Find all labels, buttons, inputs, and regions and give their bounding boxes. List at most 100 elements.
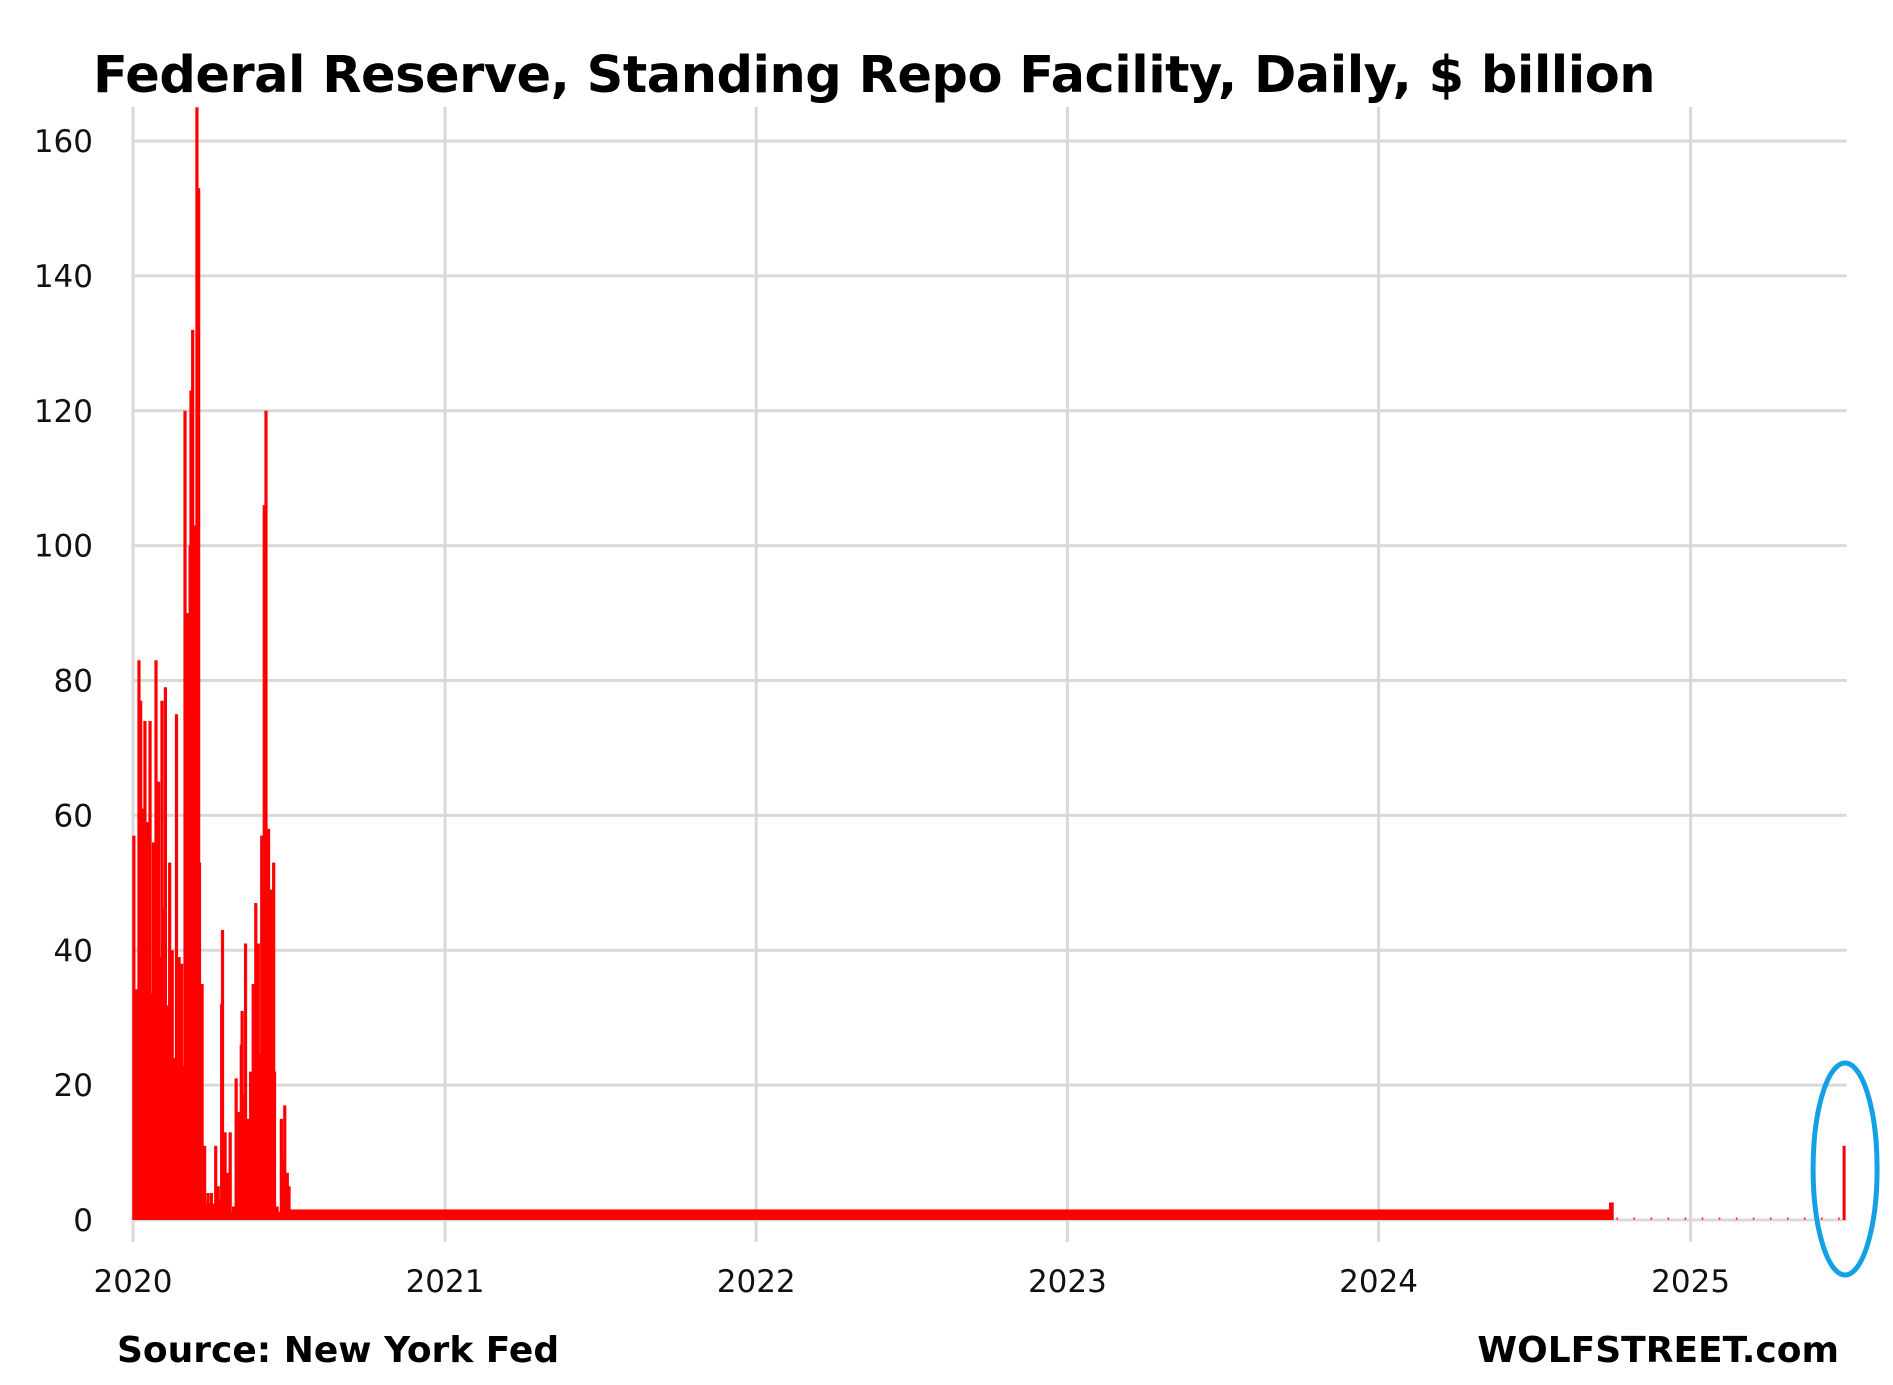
minor-bar <box>1752 1217 1755 1220</box>
minor-bar <box>1667 1217 1670 1220</box>
data-bar <box>147 981 151 1220</box>
data-bar <box>153 993 157 1220</box>
minor-bar <box>1821 1217 1823 1220</box>
data-bar <box>263 791 267 1220</box>
y-tick-label: 40 <box>54 933 93 969</box>
data-bar <box>231 1211 234 1220</box>
data-bar <box>194 803 198 1220</box>
data-bar <box>167 1005 171 1220</box>
y-tick-label: 80 <box>54 664 93 700</box>
data-bar <box>183 410 187 1220</box>
y-tick-label: 0 <box>73 1203 93 1239</box>
y-tick-label: 140 <box>34 259 93 295</box>
brand-watermark: WOLFSTREET.com <box>1477 1330 1839 1371</box>
data-bar <box>176 1062 180 1220</box>
data-bar <box>262 989 265 1220</box>
minor-bar <box>1735 1217 1738 1220</box>
data-bar <box>1610 1202 1614 1220</box>
data-bar <box>251 1130 254 1220</box>
data-bar <box>140 973 143 1220</box>
data-bar <box>143 720 147 1220</box>
data-bar <box>269 1021 272 1220</box>
data-bar <box>142 973 146 1220</box>
y-tick-label: 120 <box>34 394 93 430</box>
minor-bar <box>1769 1217 1772 1220</box>
data-bar <box>138 908 142 1220</box>
x-tick-label: 2021 <box>406 1264 485 1300</box>
data-bar <box>145 981 148 1220</box>
data-bar <box>148 720 152 1220</box>
y-tick-label: 160 <box>34 124 93 160</box>
data-bar <box>256 1054 259 1220</box>
data-bar <box>202 1175 205 1220</box>
data-bar <box>234 1078 238 1220</box>
data-bar <box>214 1145 218 1220</box>
data-bar <box>275 1211 278 1220</box>
data-bar <box>200 1078 203 1220</box>
data-bar <box>197 862 202 1220</box>
data-bar <box>228 1132 232 1220</box>
minor-bar <box>1701 1217 1704 1220</box>
minor-bar <box>1804 1217 1806 1220</box>
data-bar <box>282 1159 286 1220</box>
source-note: Source: New York Fed <box>117 1330 560 1371</box>
data-bar <box>266 985 269 1220</box>
data-bar <box>216 1199 219 1220</box>
data-bar <box>220 930 225 1220</box>
data-bar <box>285 1191 288 1220</box>
y-tick-label: 60 <box>54 798 93 834</box>
data-bar <box>248 1159 252 1220</box>
data-bar <box>205 1203 209 1220</box>
data-bar <box>156 956 159 1220</box>
data-bar <box>236 1155 240 1220</box>
data-bar <box>196 600 199 1220</box>
x-tick-label: 2025 <box>1651 1264 1730 1300</box>
data-bar <box>1842 1145 1846 1220</box>
chart-title: Federal Reserve, Standing Repo Facility,… <box>93 46 1656 105</box>
x-tick-label: 2023 <box>1028 1264 1107 1300</box>
data-bar <box>225 1191 228 1220</box>
data-bar <box>136 989 140 1220</box>
data-bar <box>154 660 158 1220</box>
data-bar <box>271 1021 275 1220</box>
minor-bar <box>1684 1217 1687 1220</box>
data-bar <box>170 1058 173 1220</box>
minor-bar <box>1650 1217 1653 1220</box>
minor-bar <box>1718 1217 1721 1220</box>
x-tick-label: 2020 <box>94 1264 173 1300</box>
data-bar <box>174 1058 177 1220</box>
data-bar <box>185 855 188 1220</box>
data-bar <box>159 956 163 1220</box>
data-bar <box>243 943 248 1220</box>
x-tick-label: 2022 <box>717 1264 796 1300</box>
data-bar <box>223 1167 226 1220</box>
data-bar <box>253 1078 257 1220</box>
data-bar <box>179 1066 182 1220</box>
minor-bar <box>1838 1217 1840 1220</box>
data-bar <box>182 1066 186 1220</box>
data-bar <box>246 1159 249 1220</box>
data-bar <box>163 908 166 1220</box>
data-bar <box>239 1155 242 1220</box>
data-bar <box>286 1199 290 1220</box>
minor-bar <box>1633 1217 1636 1220</box>
data-bar <box>151 993 154 1220</box>
data-bar <box>1608 1209 1611 1220</box>
highlight-ellipse <box>1810 1060 1880 1278</box>
minor-bar <box>1786 1217 1789 1220</box>
data-bar <box>259 1054 263 1220</box>
data-bar <box>228 1191 231 1220</box>
data-bar <box>190 722 194 1220</box>
data-bar <box>188 855 191 1220</box>
y-tick-label: 100 <box>34 529 93 565</box>
data-bar <box>209 1203 212 1220</box>
data-bar <box>272 1071 277 1220</box>
data-bar <box>174 714 179 1220</box>
data-bar <box>234 1211 237 1220</box>
y-tick-label: 20 <box>54 1068 93 1104</box>
data-bar <box>193 803 196 1220</box>
x-tick-label: 2024 <box>1339 1264 1418 1300</box>
data-bar <box>219 1199 223 1220</box>
data-bar <box>243 1094 246 1220</box>
